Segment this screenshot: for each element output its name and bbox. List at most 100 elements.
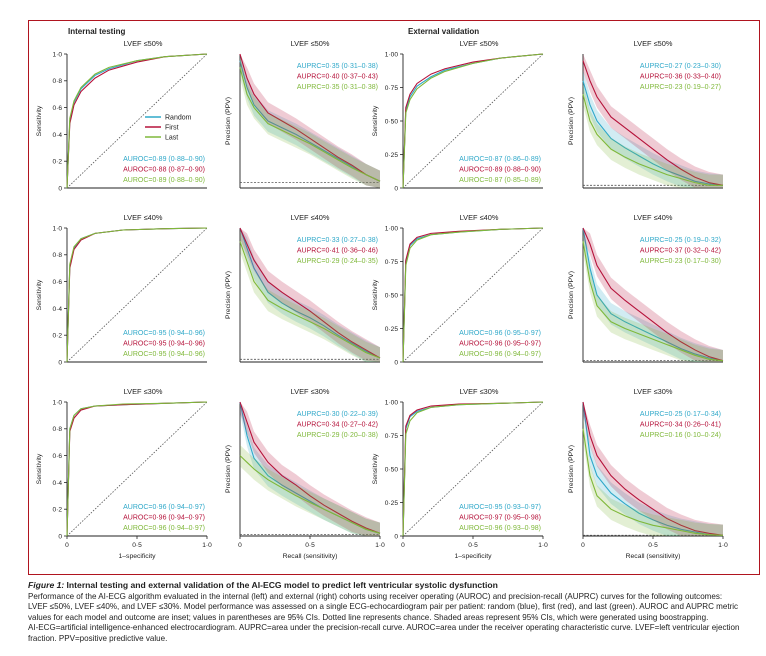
panel-title: LVEF ≤50% bbox=[460, 39, 499, 48]
panel-title: LVEF ≤50% bbox=[291, 39, 330, 48]
series-line bbox=[582, 401, 724, 536]
series-line bbox=[402, 401, 544, 537]
figure-panels: Internal testing External validation LVEF … bbox=[36, 27, 728, 560]
series-line bbox=[402, 227, 544, 363]
series-line bbox=[582, 241, 724, 362]
y-tick-label: 0·50 bbox=[385, 466, 399, 473]
series-line bbox=[66, 53, 208, 189]
auprc-label: AUPRC=0·40 (0·37–0·43) bbox=[297, 74, 378, 81]
auprc-label: AUPRC=0·16 (0·10–0·24) bbox=[640, 432, 721, 439]
y-tick-label: 0·6 bbox=[52, 279, 62, 286]
auroc-label: AUROC=0·95 (0·93–0·97) bbox=[459, 504, 541, 511]
ci-band bbox=[240, 54, 380, 188]
y-tick-label: 0·8 bbox=[52, 78, 62, 85]
chance-line bbox=[402, 227, 544, 363]
panel-title: LVEF ≤40% bbox=[460, 213, 499, 222]
x-tick-label: 0·5 bbox=[305, 542, 315, 549]
panel-title: LVEF ≤40% bbox=[291, 213, 330, 222]
panel-title: LVEF ≤30% bbox=[124, 387, 163, 396]
ci-band bbox=[583, 402, 723, 536]
y-tick-label: 0·75 bbox=[385, 85, 399, 92]
x-tick-label: 0 bbox=[238, 542, 242, 549]
auroc-label: AUROC=0·87 (0·86–0·89) bbox=[459, 156, 541, 163]
series-line bbox=[239, 53, 381, 182]
ci-band bbox=[240, 56, 380, 189]
y-axis-label: Sensitivity bbox=[36, 105, 43, 136]
auprc-label: AUPRC=0·37 (0·32–0·42) bbox=[640, 248, 721, 255]
series-line bbox=[239, 60, 381, 182]
series-line bbox=[582, 428, 724, 536]
y-axis-label: Precision (PPV) bbox=[225, 97, 232, 145]
chance-line bbox=[402, 53, 544, 189]
y-tick-label: 0 bbox=[394, 359, 398, 366]
auprc-label: AUPRC=0·23 (0·17–0·30) bbox=[640, 258, 721, 265]
chance-line bbox=[66, 401, 208, 537]
series-line bbox=[66, 401, 208, 537]
ci-band bbox=[240, 230, 380, 362]
series-line bbox=[582, 80, 724, 186]
y-tick-label: 0·4 bbox=[52, 132, 62, 139]
auroc-label: AUROC=0·95 (0·94–0·96) bbox=[123, 341, 205, 348]
y-tick-label: 0·25 bbox=[385, 152, 399, 159]
x-tick-label: 1·0 bbox=[375, 542, 385, 549]
caption-label: Figure 1: bbox=[28, 580, 65, 590]
y-axis-label: Precision (PPV) bbox=[568, 97, 575, 145]
y-axis-label: Precision (PPV) bbox=[568, 445, 575, 493]
auprc-label: AUPRC=0·30 (0·22–0·39) bbox=[297, 411, 378, 418]
x-tick-label: 1·0 bbox=[718, 542, 728, 549]
x-axis-label: Recall (sensitivity) bbox=[283, 553, 338, 560]
chance-line bbox=[66, 227, 208, 363]
auroc-label: AUROC=0·89 (0·88–0·90) bbox=[459, 167, 541, 174]
y-axis-label: Precision (PPV) bbox=[568, 271, 575, 319]
auprc-label: AUPRC=0·29 (0·24–0·35) bbox=[297, 258, 378, 265]
figure-frame bbox=[28, 20, 760, 575]
auroc-label: AUROC=0·96 (0·94–0·97) bbox=[459, 351, 541, 358]
auroc-label: AUROC=0·88 (0·87–0·90) bbox=[123, 167, 205, 174]
auroc-label: AUROC=0·87 (0·85–0·89) bbox=[459, 177, 541, 184]
y-axis-label: Precision (PPV) bbox=[225, 445, 232, 493]
series-line bbox=[66, 227, 208, 363]
y-tick-label: 0 bbox=[58, 185, 62, 192]
y-tick-label: 1·00 bbox=[385, 51, 399, 58]
y-axis-label: Sensitivity bbox=[36, 279, 43, 310]
auroc-label: AUROC=0·89 (0·88–0·90) bbox=[123, 156, 205, 163]
auroc-label: AUROC=0·96 (0·93–0·98) bbox=[459, 525, 541, 532]
series-line bbox=[239, 67, 381, 182]
chance-line bbox=[66, 53, 208, 189]
panel-title: LVEF ≤50% bbox=[634, 39, 673, 48]
x-tick-label: 0·5 bbox=[648, 542, 658, 549]
y-axis-label: Sensitivity bbox=[372, 279, 379, 310]
series-line bbox=[582, 60, 724, 186]
ci-band bbox=[583, 228, 723, 362]
legend-label: Last bbox=[165, 135, 178, 142]
y-tick-label: 0·4 bbox=[52, 480, 62, 487]
auprc-label: AUPRC=0·35 (0·31–0·38) bbox=[297, 63, 378, 70]
auprc-label: AUPRC=0·33 (0·27–0·38) bbox=[297, 237, 378, 244]
y-tick-label: 1·0 bbox=[52, 225, 62, 232]
caption-line: AI-ECG=artificial intelligence-enhanced … bbox=[28, 623, 740, 633]
auroc-label: AUROC=0·96 (0·95–0·97) bbox=[459, 341, 541, 348]
y-tick-label: 0·25 bbox=[385, 326, 399, 333]
caption-line: values for each model and outcome are in… bbox=[28, 612, 709, 622]
x-axis-label: Recall (sensitivity) bbox=[626, 553, 681, 560]
caption-line: Performance of the AI-ECG algorithm eval… bbox=[28, 591, 723, 601]
y-tick-label: 0·2 bbox=[52, 159, 62, 166]
ci-band bbox=[240, 402, 380, 536]
x-axis-label: 1–specificity bbox=[118, 553, 156, 560]
caption-line: LVEF ≤50%, LVEF ≤40%, and LVEF ≤30%. Mod… bbox=[28, 602, 739, 612]
legend-label: Random bbox=[165, 115, 192, 122]
y-axis-label: Precision (PPV) bbox=[225, 271, 232, 319]
auprc-label: AUPRC=0·34 (0·27–0·42) bbox=[297, 422, 378, 429]
panel-title: LVEF ≤30% bbox=[460, 387, 499, 396]
chance-line bbox=[402, 401, 544, 537]
external-validation-heading: External validation bbox=[408, 27, 479, 36]
y-tick-label: 0·4 bbox=[52, 306, 62, 313]
y-tick-label: 1·0 bbox=[52, 51, 62, 58]
auroc-label: AUROC=0·96 (0·94–0·97) bbox=[123, 504, 205, 511]
series-line bbox=[402, 53, 544, 189]
ci-band bbox=[583, 54, 723, 188]
x-axis-label: 1–specificity bbox=[454, 553, 492, 560]
y-axis-label: Sensitivity bbox=[372, 105, 379, 136]
y-tick-label: 0 bbox=[394, 185, 398, 192]
x-tick-label: 0 bbox=[65, 542, 69, 549]
